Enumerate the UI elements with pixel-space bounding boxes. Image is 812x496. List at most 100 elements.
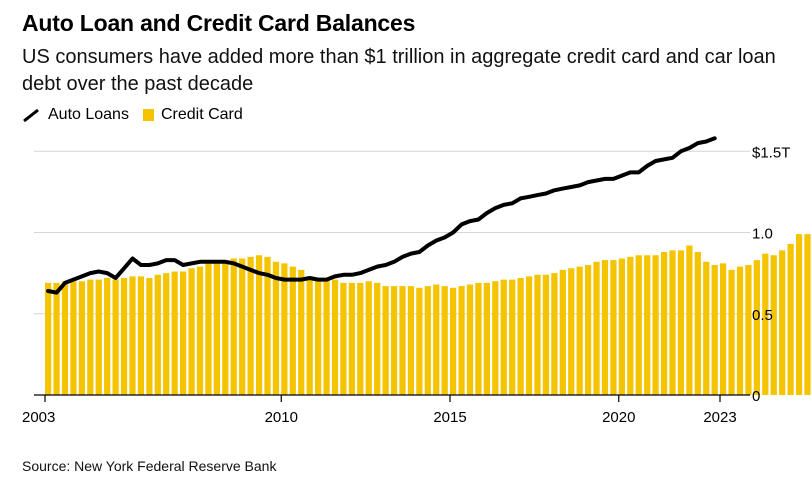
legend-item-credit-card: Credit Card bbox=[142, 106, 243, 124]
credit-card-bar bbox=[779, 250, 786, 395]
credit-card-bar bbox=[247, 256, 254, 395]
credit-card-bar bbox=[374, 282, 381, 395]
x-tick-label: 2023 bbox=[703, 409, 736, 426]
credit-card-bar bbox=[348, 282, 355, 395]
credit-card-bar bbox=[365, 281, 372, 395]
credit-card-bar bbox=[340, 282, 347, 395]
credit-card-bar bbox=[230, 258, 237, 395]
credit-card-swatch bbox=[142, 109, 154, 121]
credit-card-bar bbox=[424, 286, 431, 395]
credit-card-bar bbox=[618, 258, 625, 395]
credit-card-bar bbox=[568, 268, 575, 395]
credit-card-bar bbox=[87, 279, 94, 395]
credit-card-bar bbox=[635, 255, 642, 395]
credit-card-bar bbox=[306, 276, 313, 395]
credit-card-bar bbox=[315, 278, 322, 395]
credit-card-bar bbox=[525, 276, 533, 395]
credit-card-bar bbox=[492, 281, 499, 395]
credit-card-bar bbox=[601, 260, 609, 395]
credit-card-bar bbox=[475, 282, 482, 395]
credit-card-bar bbox=[728, 269, 735, 395]
credit-card-bar bbox=[441, 286, 448, 395]
y-tick-label: 0.5 bbox=[752, 307, 773, 324]
credit-card-bar bbox=[652, 255, 659, 395]
credit-card-bar bbox=[188, 268, 195, 395]
auto-loans-line bbox=[46, 136, 717, 295]
credit-card-bar bbox=[45, 282, 52, 395]
credit-card-bar bbox=[53, 282, 60, 395]
credit-card-bar bbox=[720, 263, 727, 395]
credit-card-bar bbox=[736, 266, 744, 395]
y-tick-label: $1.5T bbox=[752, 144, 790, 161]
credit-card-bar bbox=[213, 261, 220, 395]
credit-card-bar bbox=[770, 255, 777, 395]
credit-card-bar bbox=[154, 274, 161, 395]
credit-card-bar bbox=[677, 250, 685, 395]
x-tick-label: 2015 bbox=[433, 409, 466, 426]
credit-card-bar bbox=[61, 281, 69, 395]
credit-card-bar bbox=[559, 269, 566, 395]
credit-card-bar bbox=[500, 279, 507, 395]
credit-card-bar bbox=[711, 265, 718, 395]
credit-card-bar bbox=[762, 253, 769, 395]
chart-title: Auto Loan and Credit Card Balances bbox=[22, 10, 416, 36]
credit-card-bar bbox=[644, 255, 651, 395]
credit-card-bar bbox=[804, 234, 811, 395]
credit-card-bar bbox=[137, 276, 145, 395]
credit-card-bar bbox=[272, 261, 280, 395]
x-tick-label: 2010 bbox=[265, 409, 298, 426]
credit-card-bar bbox=[795, 234, 803, 395]
credit-card-bar bbox=[239, 258, 246, 395]
y-tick-label: 1.0 bbox=[752, 226, 773, 243]
x-tick-label: 2020 bbox=[602, 409, 635, 426]
credit-card-bar bbox=[483, 282, 490, 395]
credit-card-bar bbox=[298, 269, 305, 395]
credit-card-bar bbox=[660, 252, 668, 395]
credit-card-bar bbox=[686, 245, 693, 395]
credit-card-bar bbox=[787, 243, 794, 395]
credit-card-bar bbox=[78, 281, 85, 395]
credit-card-bar bbox=[95, 279, 102, 395]
credit-card-bar bbox=[450, 287, 457, 395]
credit-card-bar bbox=[753, 260, 760, 395]
credit-card-bar bbox=[703, 261, 710, 395]
credit-card-bar bbox=[112, 279, 119, 395]
credit-card-bar bbox=[163, 273, 170, 395]
legend: Auto Loans Credit Card bbox=[22, 106, 257, 124]
credit-card-bar bbox=[534, 274, 541, 395]
credit-card-bar bbox=[593, 261, 600, 395]
credit-card-bar bbox=[70, 281, 77, 395]
credit-card-bar bbox=[399, 286, 406, 395]
credit-card-bar bbox=[331, 279, 339, 395]
credit-card-bar bbox=[390, 286, 398, 395]
credit-card-bar bbox=[610, 260, 617, 395]
credit-card-bar bbox=[180, 271, 187, 395]
credit-card-bar bbox=[323, 279, 330, 395]
credit-card-bar bbox=[627, 256, 634, 395]
credit-card-bar bbox=[171, 271, 178, 395]
credit-card-bar bbox=[104, 278, 111, 395]
credit-card-bar bbox=[129, 276, 136, 395]
credit-card-bar bbox=[509, 279, 516, 395]
credit-card-bar bbox=[517, 278, 524, 395]
credit-card-bar bbox=[264, 256, 271, 395]
credit-card-bar bbox=[196, 266, 204, 395]
credit-card-bar bbox=[357, 282, 364, 395]
credit-card-bar bbox=[416, 287, 423, 395]
credit-card-bar bbox=[222, 260, 229, 395]
credit-card-bar bbox=[289, 266, 296, 395]
credit-card-bar bbox=[576, 266, 583, 395]
legend-label-credit-card: Credit Card bbox=[160, 106, 243, 123]
credit-card-bar bbox=[585, 265, 592, 395]
source-note: Source: New York Federal Reserve Bank bbox=[22, 458, 277, 474]
credit-card-bar bbox=[694, 252, 701, 395]
credit-card-bar bbox=[542, 274, 550, 395]
credit-card-bar bbox=[205, 263, 212, 395]
credit-card-bar bbox=[458, 286, 465, 395]
credit-card-bar bbox=[120, 278, 128, 395]
credit-card-bar bbox=[745, 265, 752, 395]
y-tick-label: 0 bbox=[752, 388, 760, 405]
credit-card-bar bbox=[407, 286, 415, 395]
credit-card-bar bbox=[382, 286, 389, 395]
